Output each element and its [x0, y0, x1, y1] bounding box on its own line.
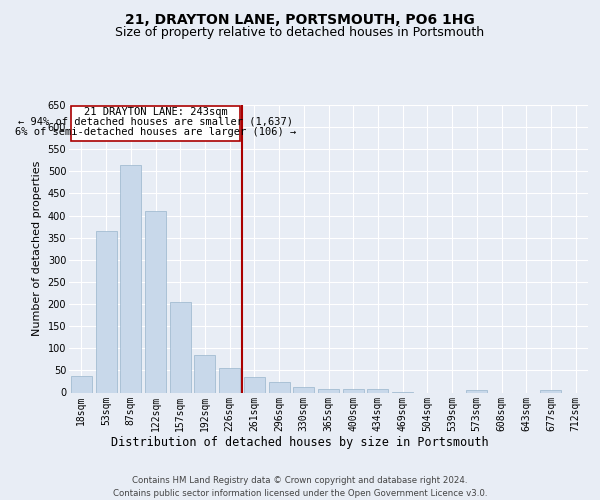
Text: ← 94% of detached houses are smaller (1,637): ← 94% of detached houses are smaller (1,…: [18, 117, 293, 127]
FancyBboxPatch shape: [71, 106, 239, 142]
Bar: [318, 389, 339, 392]
Bar: [367, 388, 388, 392]
Bar: [219, 368, 240, 392]
Bar: [120, 164, 141, 392]
Text: 21, DRAYTON LANE, PORTSMOUTH, PO6 1HG: 21, DRAYTON LANE, PORTSMOUTH, PO6 1HG: [125, 12, 475, 26]
Text: Distribution of detached houses by size in Portsmouth: Distribution of detached houses by size …: [111, 436, 489, 449]
Bar: [293, 387, 314, 392]
Bar: [145, 211, 166, 392]
Bar: [170, 302, 191, 392]
Bar: [71, 376, 92, 392]
Bar: [541, 390, 562, 392]
Bar: [194, 356, 215, 393]
Bar: [343, 389, 364, 392]
Bar: [466, 390, 487, 392]
Bar: [95, 231, 116, 392]
Bar: [269, 382, 290, 392]
Text: 21 DRAYTON LANE: 243sqm: 21 DRAYTON LANE: 243sqm: [83, 106, 227, 117]
Y-axis label: Number of detached properties: Number of detached properties: [32, 161, 42, 336]
Text: Size of property relative to detached houses in Portsmouth: Size of property relative to detached ho…: [115, 26, 485, 39]
Text: Contains HM Land Registry data © Crown copyright and database right 2024.
Contai: Contains HM Land Registry data © Crown c…: [113, 476, 487, 498]
Text: 6% of semi-detached houses are larger (106) →: 6% of semi-detached houses are larger (1…: [15, 126, 296, 136]
Bar: [244, 377, 265, 392]
